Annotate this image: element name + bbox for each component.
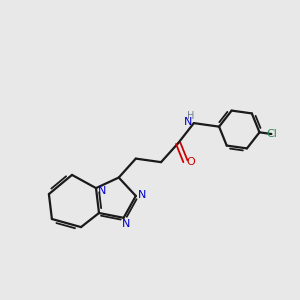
Text: N: N xyxy=(138,190,147,200)
Text: N: N xyxy=(98,186,106,196)
Text: N: N xyxy=(122,219,130,229)
Text: H: H xyxy=(187,111,194,121)
Text: O: O xyxy=(186,157,195,167)
Text: N: N xyxy=(184,117,192,127)
Text: Cl: Cl xyxy=(266,129,277,139)
